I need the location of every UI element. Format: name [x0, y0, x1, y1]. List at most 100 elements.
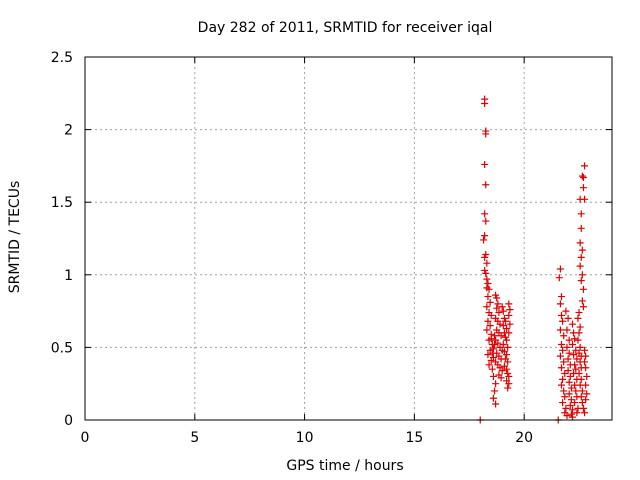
data-point — [503, 351, 511, 359]
data-point — [562, 404, 570, 412]
data-point — [560, 332, 568, 340]
data-point — [576, 239, 584, 247]
data-point — [568, 406, 576, 414]
data-point — [505, 300, 513, 308]
data-point — [565, 336, 573, 344]
data-point — [493, 294, 501, 302]
x-tick-label: 10 — [296, 430, 314, 446]
data-point — [483, 303, 491, 311]
data-point — [557, 311, 565, 319]
data-point — [496, 320, 504, 328]
y-tick-label: 2.5 — [51, 50, 73, 66]
data-point — [571, 335, 579, 343]
data-point — [563, 343, 571, 351]
y-axis-ticks: 0 0.5 1 1.5 2 2.5 — [51, 50, 612, 429]
data-point — [505, 311, 513, 319]
data-point — [556, 300, 564, 308]
data-point — [578, 172, 586, 180]
data-point — [485, 285, 493, 293]
data-point — [481, 160, 489, 168]
data-point — [485, 361, 493, 369]
data-point — [481, 99, 489, 107]
data-point — [499, 340, 507, 348]
y-tick-label: 0 — [64, 413, 73, 429]
data-point — [559, 399, 567, 407]
data-point — [556, 352, 564, 360]
data-point — [487, 311, 495, 319]
data-point — [504, 343, 512, 351]
data-point — [578, 387, 586, 395]
data-point — [556, 326, 564, 334]
data-point — [563, 326, 571, 334]
data-point — [579, 404, 587, 412]
data-point — [556, 265, 564, 273]
data-point — [557, 364, 565, 372]
data-point — [583, 372, 591, 380]
data-point — [481, 210, 489, 218]
data-point — [568, 340, 576, 348]
data-point — [489, 372, 497, 380]
data-point — [581, 346, 589, 354]
data-point — [574, 314, 582, 322]
data-point — [575, 370, 583, 378]
data-point — [491, 387, 499, 395]
data-point — [491, 340, 499, 348]
x-axis-ticks: 0 5 10 15 20 — [81, 57, 533, 446]
data-point — [504, 358, 512, 366]
data-point — [579, 184, 587, 192]
data-point — [577, 224, 585, 232]
data-point — [486, 322, 494, 330]
data-point — [494, 300, 502, 308]
data-point — [560, 358, 568, 366]
data-point — [504, 384, 512, 392]
data-point — [577, 375, 585, 383]
data-point — [480, 236, 488, 244]
data-point — [481, 253, 489, 261]
x-tick-label: 0 — [81, 430, 90, 446]
data-point — [497, 374, 505, 382]
data-point — [481, 232, 489, 240]
chart-title: Day 282 of 2011, SRMTID for receiver iqa… — [198, 20, 493, 36]
data-point — [486, 298, 494, 306]
data-point — [577, 253, 585, 261]
data-points — [476, 95, 591, 424]
data-point — [577, 210, 585, 218]
data-point — [489, 345, 497, 353]
data-point — [503, 365, 511, 373]
data-point — [503, 336, 511, 344]
data-point — [578, 246, 586, 254]
data-point — [483, 275, 491, 283]
data-point — [483, 326, 491, 334]
data-point — [581, 162, 589, 170]
data-point — [483, 259, 491, 267]
data-point — [482, 217, 490, 225]
data-point — [582, 364, 590, 372]
data-point — [492, 400, 500, 408]
data-point — [583, 390, 591, 398]
data-point — [561, 393, 569, 401]
data-point — [564, 355, 572, 363]
data-point — [564, 367, 572, 375]
data-point — [487, 356, 495, 364]
x-tick-label: 20 — [515, 430, 533, 446]
data-point — [563, 412, 571, 420]
data-point — [559, 375, 567, 383]
data-point — [557, 340, 565, 348]
data-point — [581, 195, 589, 203]
data-point — [482, 181, 490, 189]
data-point — [579, 174, 587, 182]
data-point — [572, 387, 580, 395]
x-tick-label: 5 — [190, 430, 199, 446]
data-point — [505, 372, 513, 380]
y-tick-label: 1.5 — [51, 195, 73, 211]
data-point — [498, 303, 506, 311]
y-tick-label: 0.5 — [51, 340, 73, 356]
data-point — [570, 351, 578, 359]
data-point — [484, 280, 492, 288]
data-point — [577, 277, 585, 285]
data-point — [557, 293, 565, 301]
data-point — [506, 306, 514, 314]
data-point — [582, 352, 590, 360]
x-tick-label: 15 — [405, 430, 423, 446]
